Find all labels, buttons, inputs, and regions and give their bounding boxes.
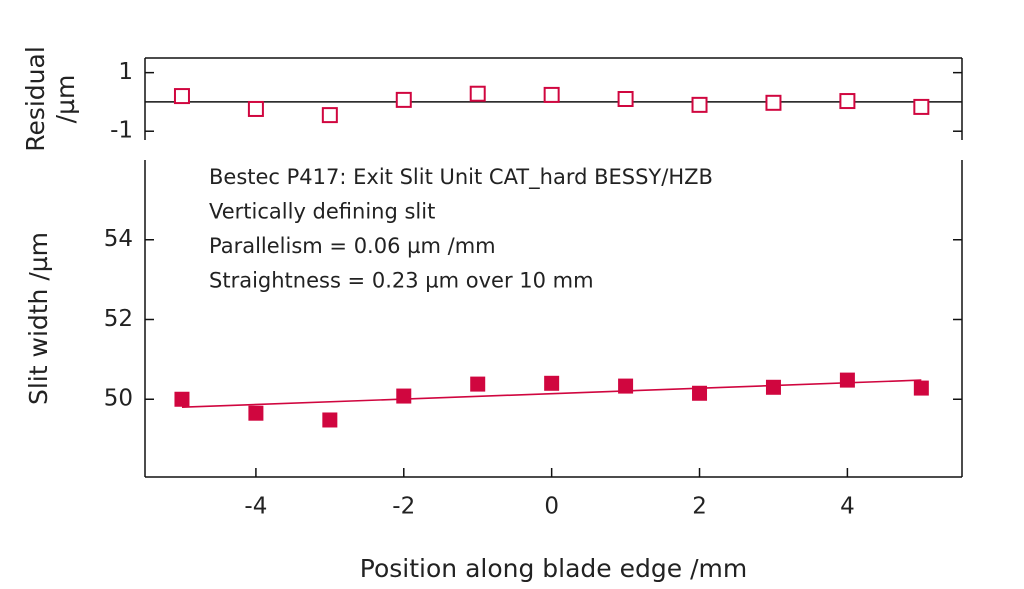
- data-point: [913, 98, 930, 115]
- data-point: [913, 380, 929, 396]
- annotation: Parallelism = 0.06 µm /mm: [209, 234, 496, 258]
- y-axis-label: Residual: [21, 46, 50, 152]
- x-tick-label: -2: [392, 494, 415, 520]
- data-point: [839, 372, 855, 388]
- x-tick-label: 4: [840, 494, 855, 520]
- y-tick-label: 1: [118, 59, 133, 85]
- annotation: Vertically defining slit: [209, 200, 435, 224]
- x-tick-label: 2: [692, 494, 707, 520]
- data-point: [396, 388, 412, 404]
- data-point: [469, 85, 486, 102]
- y-tick-label: 54: [104, 226, 133, 252]
- data-point: [543, 86, 560, 103]
- data-point: [470, 376, 486, 392]
- data-point: [765, 379, 781, 395]
- annotation: Straightness = 0.23 µm over 10 mm: [209, 269, 594, 293]
- data-point: [248, 405, 264, 421]
- data-point: [174, 391, 190, 407]
- data-point: [617, 91, 634, 107]
- data-point: [321, 107, 338, 124]
- data-point: [322, 412, 338, 428]
- x-tick-label: 0: [544, 494, 559, 520]
- y-tick-label: -1: [110, 118, 133, 144]
- fit-line: [181, 379, 922, 409]
- annotation: Bestec P417: Exit Slit Unit CAT_hard BES…: [209, 165, 713, 190]
- y-axis-label: /µm: [51, 75, 80, 124]
- x-tick-label: -4: [244, 494, 267, 520]
- y-tick-label: 52: [104, 306, 133, 332]
- data-point: [618, 378, 634, 394]
- data-point: [544, 375, 560, 391]
- x-axis-label: Position along blade edge /mm: [360, 554, 747, 583]
- data-point: [692, 385, 708, 401]
- y-axis-label: Slit width /µm: [24, 232, 53, 405]
- data-point: [395, 91, 412, 108]
- data-point: [839, 93, 856, 110]
- data-point: [173, 88, 190, 105]
- y-tick-label: 50: [104, 386, 133, 412]
- data-point: [691, 96, 708, 113]
- data-point: [247, 100, 264, 117]
- data-point: [765, 94, 782, 111]
